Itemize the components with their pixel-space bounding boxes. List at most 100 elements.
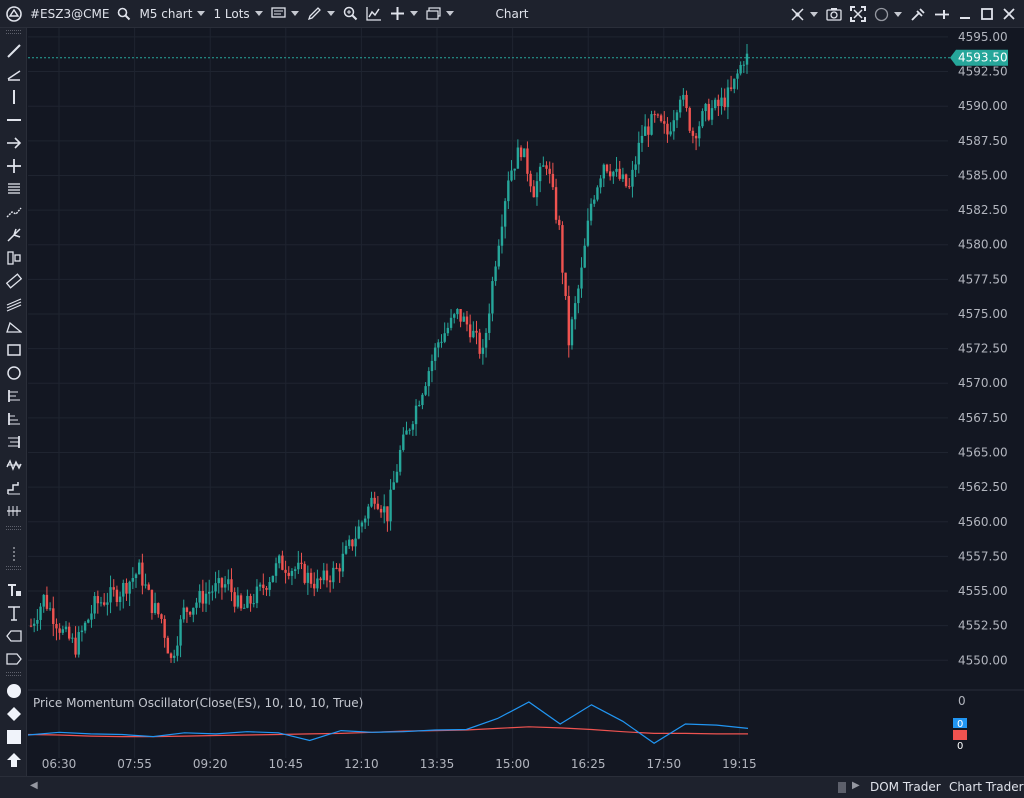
list-icon[interactable] <box>267 0 303 28</box>
candle-body <box>402 434 405 450</box>
chart-type-dropdown[interactable]: M5 chart <box>135 0 209 28</box>
candle-body <box>647 126 650 135</box>
maximize-icon[interactable] <box>976 0 998 28</box>
scroll-left-icon[interactable]: ◀ <box>30 780 38 791</box>
horizontal-line-icon[interactable] <box>3 109 24 130</box>
symbol-selector[interactable]: #ESZ3@CME <box>26 0 113 28</box>
camera-icon[interactable] <box>822 0 846 28</box>
candle-body <box>596 187 599 200</box>
price-tick-label: 4562.50 <box>958 480 1008 494</box>
indicator-title[interactable]: Price Momentum Oscillator(Close(ES), 10,… <box>33 696 364 710</box>
candle-body <box>723 97 726 108</box>
candle-body <box>293 569 297 571</box>
lots-dropdown[interactable]: 1 Lots <box>209 0 266 28</box>
parallel-lines-icon[interactable] <box>3 178 24 199</box>
candle-body <box>583 245 586 268</box>
current-price-badge <box>950 49 1008 66</box>
price-tick-label: 4580.00 <box>958 238 1008 252</box>
tab-dom-trader[interactable]: DOM Trader <box>870 780 941 794</box>
close-icon[interactable] <box>998 0 1020 28</box>
candle-body <box>373 497 376 504</box>
rectangle-icon[interactable] <box>3 339 24 360</box>
candle-body <box>71 637 74 639</box>
candle-body <box>195 602 198 608</box>
text-lock-icon[interactable] <box>3 579 24 600</box>
time-axis[interactable]: 06:30 07:55 09:20 10:45 12:10 13:35 15:00 16:25… <box>42 757 757 771</box>
fib-extension-icon[interactable] <box>3 408 24 429</box>
dot-marker-icon[interactable] <box>3 680 24 701</box>
ray-tool-icon[interactable] <box>3 63 24 84</box>
candle-body <box>558 219 561 226</box>
fullscreen-icon[interactable] <box>846 0 870 28</box>
candle-body <box>481 347 485 354</box>
candle-body <box>243 607 246 609</box>
pin-icon[interactable] <box>930 0 954 28</box>
time-tick-label: 10:45 <box>269 757 304 771</box>
fork-tool-icon[interactable] <box>3 224 24 245</box>
polyline-icon[interactable] <box>3 201 24 222</box>
chart-canvas[interactable]: 4595.00 4592.50 4590.00 4587.50 4585.00 4582.… <box>28 28 1024 780</box>
candle-body <box>262 584 265 589</box>
arrow-up-marker-icon[interactable] <box>3 749 24 770</box>
horizontal-scrollbar[interactable] <box>28 781 858 794</box>
price-tick-label: 4575.00 <box>958 307 1008 321</box>
palette-separator <box>6 566 21 570</box>
step-line-icon[interactable] <box>3 477 24 498</box>
gann-tool-icon[interactable] <box>3 500 24 521</box>
arrow-tool-icon[interactable] <box>3 132 24 153</box>
wave-tool-icon[interactable] <box>3 454 24 475</box>
scroll-right-icon[interactable]: ▶ <box>852 780 860 791</box>
crosshair-icon[interactable] <box>386 0 422 28</box>
tab-chart-trader[interactable]: Chart Trader <box>949 780 1024 794</box>
ruler-icon[interactable] <box>3 270 24 291</box>
pmo-value-badge <box>953 718 967 728</box>
scrollbar-thumb[interactable] <box>838 782 846 793</box>
line-tool-icon[interactable] <box>3 40 24 61</box>
candle-body <box>395 471 399 483</box>
chart-area[interactable]: 4595.00 4592.50 4590.00 4587.50 4585.00 4582.… <box>28 28 1024 780</box>
ellipse-icon[interactable] <box>3 362 24 383</box>
vertical-line-icon[interactable] <box>3 86 24 107</box>
triangle-icon[interactable] <box>3 316 24 337</box>
candle-body <box>497 245 500 267</box>
pencil-icon[interactable] <box>303 0 339 28</box>
price-tick-label: 4587.50 <box>958 134 1008 148</box>
candle-body <box>570 319 574 346</box>
candle-body <box>564 272 567 297</box>
fib-fan-icon[interactable] <box>3 431 24 452</box>
fib-retracement-icon[interactable] <box>3 385 24 406</box>
candle-body <box>332 567 335 583</box>
logo-icon[interactable] <box>0 0 26 28</box>
candle-body <box>134 574 138 579</box>
search-icon[interactable] <box>113 0 135 28</box>
candle-body <box>554 187 558 220</box>
candle-body <box>736 73 739 79</box>
price-tick-label: 4592.50 <box>958 65 1008 79</box>
candle-body <box>733 78 736 89</box>
indicator-icon[interactable] <box>362 0 386 28</box>
diamond-marker-icon[interactable] <box>3 703 24 724</box>
minimize-icon[interactable] <box>954 0 976 28</box>
chart-background <box>28 28 1024 780</box>
candle-body <box>55 623 58 629</box>
oscillator-pane: 0 0 0 <box>28 694 967 752</box>
window-icon[interactable] <box>422 0 458 28</box>
channel-tool-icon[interactable] <box>3 293 24 314</box>
measure-tool-icon[interactable] <box>3 247 24 268</box>
candle-body <box>551 173 555 188</box>
candle-body <box>137 562 141 575</box>
window-controls <box>786 0 1020 28</box>
square-marker-icon[interactable] <box>3 726 24 747</box>
candle-body <box>513 168 516 171</box>
candle-body <box>507 180 510 202</box>
circle-icon[interactable] <box>870 0 906 28</box>
candle-body <box>185 607 189 612</box>
sync-icon[interactable] <box>786 0 822 28</box>
tag-icon[interactable] <box>3 648 24 669</box>
zoom-icon[interactable] <box>339 0 362 28</box>
price-axis[interactable]: 4595.00 4592.50 4590.00 4587.50 4585.00 4582.… <box>958 30 1008 667</box>
cross-line-icon[interactable] <box>3 155 24 176</box>
price-label-icon[interactable] <box>3 625 24 646</box>
tools-icon[interactable] <box>906 0 930 28</box>
text-tool-icon[interactable] <box>3 602 24 623</box>
